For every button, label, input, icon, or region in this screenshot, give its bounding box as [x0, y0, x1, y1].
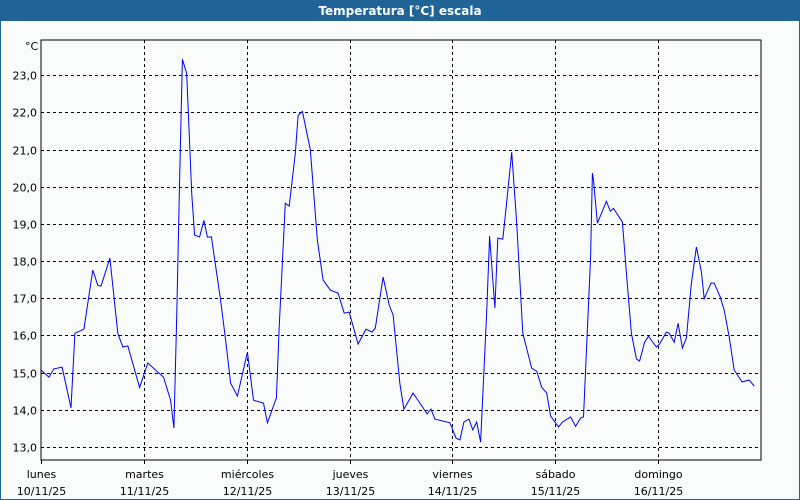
- x-tick-day-label: martes: [125, 468, 164, 481]
- x-tick-day-label: miércoles: [221, 468, 274, 481]
- x-tick-date-label: 12/11/25: [223, 485, 272, 498]
- y-tick-label: 15,0: [13, 368, 38, 381]
- x-tick-day-label: viernes: [432, 468, 472, 481]
- y-tick-label: 20,0: [13, 182, 38, 195]
- y-tick-label: 21,0: [13, 145, 38, 158]
- y-tick-label: 13,0: [13, 442, 38, 455]
- y-tick-label: 19,0: [13, 219, 38, 232]
- y-axis: 13,0 14,0 15,0 16,0 17,0 18,0 19,0 20,0 21,0 22,0…: [13, 70, 38, 455]
- y-tick-label: 14,0: [13, 405, 38, 418]
- plot-frame: [40, 39, 762, 461]
- x-tick-day-label: domingo: [634, 468, 682, 481]
- chart-title: Temperatura [°C] escala: [1, 1, 799, 21]
- x-axis: lunes 10/11/25 martes 11/11/25 miércoles 12/1…: [17, 460, 683, 498]
- y-tick-label: 18,0: [13, 256, 38, 269]
- grid: [41, 40, 761, 460]
- y-tick-label: 17,0: [13, 293, 38, 306]
- x-tick-day-label: jueves: [332, 468, 369, 481]
- y-tick-label: 22,0: [13, 107, 38, 120]
- x-tick-date-label: 10/11/25: [17, 485, 66, 498]
- x-tick-day-label: sábado: [536, 468, 576, 481]
- x-tick-date-label: 15/11/25: [531, 485, 580, 498]
- y-axis-unit-label: °C: [25, 40, 39, 53]
- x-tick-date-label: 11/11/25: [120, 485, 169, 498]
- y-tick-label: 16,0: [13, 330, 38, 343]
- y-tick-label: 23,0: [13, 70, 38, 83]
- x-tick-day-label: lunes: [27, 468, 57, 481]
- x-tick-date-label: 13/11/25: [326, 485, 375, 498]
- x-tick-date-label: 16/11/25: [634, 485, 683, 498]
- x-tick-date-label: 14/11/25: [428, 485, 477, 498]
- temperature-series-line: [40, 59, 755, 443]
